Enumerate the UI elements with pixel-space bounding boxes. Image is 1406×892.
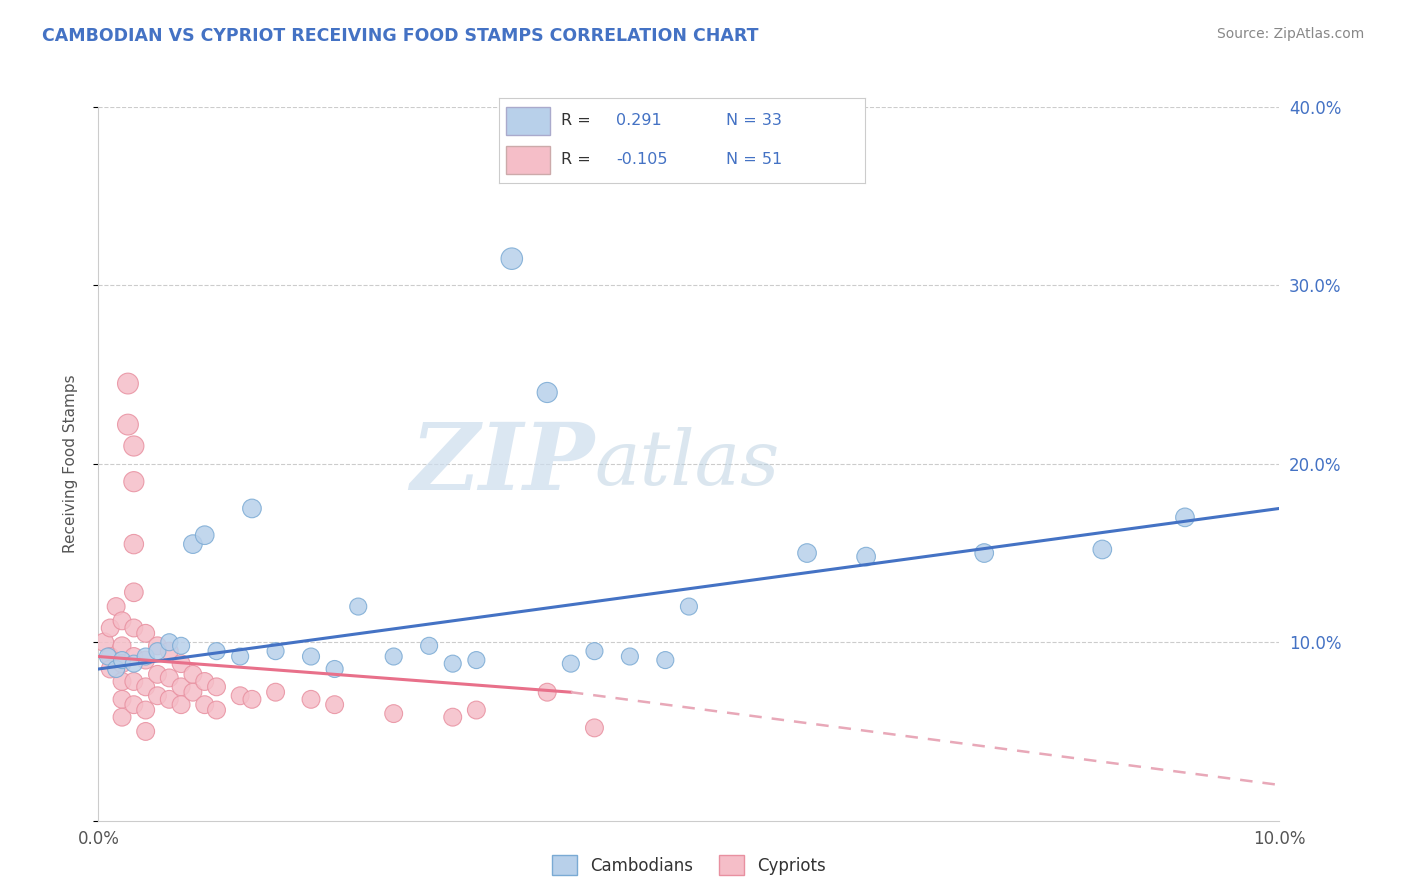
Point <box>194 674 217 689</box>
FancyBboxPatch shape <box>506 145 550 175</box>
Point <box>146 639 169 653</box>
Point <box>855 549 877 564</box>
Point <box>122 537 145 551</box>
Point <box>205 680 228 694</box>
Point <box>973 546 995 560</box>
Point <box>122 585 145 599</box>
Point <box>465 703 488 717</box>
Point <box>441 657 464 671</box>
Point <box>135 649 157 664</box>
Point <box>299 692 322 706</box>
Text: N = 51: N = 51 <box>725 153 782 168</box>
Point <box>536 685 558 699</box>
Point <box>619 649 641 664</box>
Point <box>323 662 346 676</box>
Point <box>583 644 606 658</box>
Point <box>382 649 405 664</box>
Point <box>181 667 204 681</box>
Point <box>501 252 523 266</box>
Point <box>111 614 134 628</box>
Point <box>194 698 217 712</box>
Point <box>170 680 193 694</box>
Legend: Cambodians, Cypriots: Cambodians, Cypriots <box>544 847 834 884</box>
Point <box>157 671 180 685</box>
Point <box>583 721 606 735</box>
Point <box>170 698 193 712</box>
Point <box>181 685 204 699</box>
Point <box>98 621 121 635</box>
Point <box>205 703 228 717</box>
Point <box>111 653 134 667</box>
Point <box>122 649 145 664</box>
Point <box>796 546 818 560</box>
Point <box>560 657 582 671</box>
Point <box>240 692 263 706</box>
Point <box>105 662 128 676</box>
Point <box>229 649 252 664</box>
Point <box>135 724 157 739</box>
Point <box>93 635 115 649</box>
Point <box>135 703 157 717</box>
Point <box>170 657 193 671</box>
Point <box>122 475 145 489</box>
Point <box>111 692 134 706</box>
Point <box>536 385 558 400</box>
Text: N = 33: N = 33 <box>725 113 782 128</box>
Text: atlas: atlas <box>595 427 780 500</box>
Point <box>146 667 169 681</box>
Point <box>98 649 121 664</box>
Point <box>122 621 145 635</box>
Point <box>465 653 488 667</box>
Text: R =: R = <box>561 153 596 168</box>
Text: 0.291: 0.291 <box>616 113 662 128</box>
FancyBboxPatch shape <box>506 107 550 136</box>
Point <box>157 692 180 706</box>
Point <box>240 501 263 516</box>
Point <box>135 626 157 640</box>
Point <box>1091 542 1114 557</box>
Point <box>98 662 121 676</box>
Point <box>264 685 287 699</box>
Point <box>122 698 145 712</box>
Point <box>117 417 139 432</box>
Text: ZIP: ZIP <box>411 419 595 508</box>
Point <box>122 674 145 689</box>
Point <box>347 599 370 614</box>
Point <box>1174 510 1197 524</box>
Point <box>194 528 217 542</box>
Point <box>157 644 180 658</box>
Point <box>441 710 464 724</box>
Point <box>146 689 169 703</box>
Point <box>181 537 204 551</box>
Point <box>135 653 157 667</box>
Point <box>678 599 700 614</box>
Point <box>117 376 139 391</box>
Point <box>146 644 169 658</box>
Y-axis label: Receiving Food Stamps: Receiving Food Stamps <box>63 375 77 553</box>
Point <box>122 657 145 671</box>
Point <box>654 653 676 667</box>
Point <box>135 680 157 694</box>
Point <box>122 439 145 453</box>
Point <box>111 710 134 724</box>
Point <box>229 689 252 703</box>
Point <box>105 599 128 614</box>
Text: -0.105: -0.105 <box>616 153 668 168</box>
Text: Source: ZipAtlas.com: Source: ZipAtlas.com <box>1216 27 1364 41</box>
Point <box>157 635 180 649</box>
Point <box>205 644 228 658</box>
Point <box>97 649 120 664</box>
Point <box>299 649 322 664</box>
Point <box>264 644 287 658</box>
Point <box>418 639 440 653</box>
Point <box>111 674 134 689</box>
Point <box>111 657 134 671</box>
Text: R =: R = <box>561 113 596 128</box>
Point <box>323 698 346 712</box>
Text: CAMBODIAN VS CYPRIOT RECEIVING FOOD STAMPS CORRELATION CHART: CAMBODIAN VS CYPRIOT RECEIVING FOOD STAM… <box>42 27 759 45</box>
Point <box>382 706 405 721</box>
Point <box>170 639 193 653</box>
Point <box>111 639 134 653</box>
